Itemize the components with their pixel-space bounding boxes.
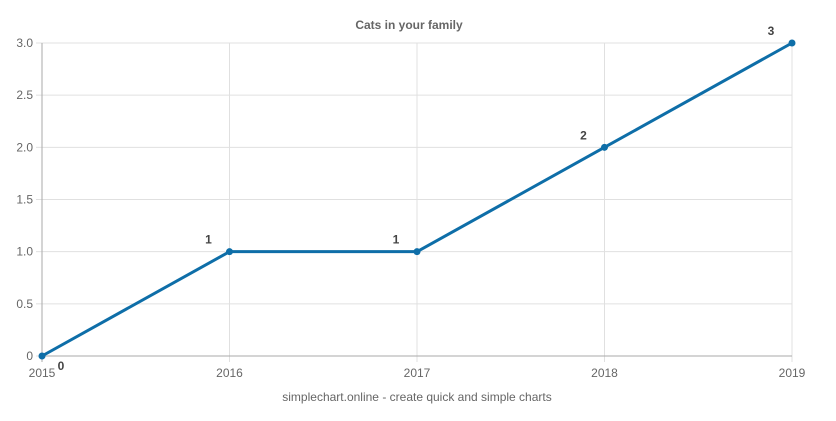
x-axis: 2015 2016 2017 2018 2019 xyxy=(29,355,806,380)
y-tick-label: 0.5 xyxy=(16,297,33,311)
x-tick-label: 2019 xyxy=(779,366,806,380)
data-label: 0 xyxy=(58,359,65,373)
data-label: 1 xyxy=(205,233,212,247)
data-label: 3 xyxy=(768,24,775,38)
data-point[interactable] xyxy=(788,39,796,47)
chart-title: Cats in your family xyxy=(355,18,463,32)
data-point[interactable] xyxy=(38,352,46,360)
footer-credit: simplechart.online - create quick and si… xyxy=(282,390,551,404)
y-tick-label: 2.0 xyxy=(16,140,33,154)
y-tick-label: 2.5 xyxy=(16,88,33,102)
y-axis: 3.0 2.5 2.0 1.5 1.0 0.5 0 xyxy=(16,36,33,363)
data-series: 0 1 1 2 3 xyxy=(38,24,796,373)
y-tick-label: 1.5 xyxy=(16,193,33,207)
grid xyxy=(36,42,793,362)
x-tick-label: 2017 xyxy=(404,366,431,380)
data-label: 2 xyxy=(580,128,587,142)
data-point[interactable] xyxy=(601,143,608,151)
x-tick-label: 2018 xyxy=(591,366,618,380)
y-tick-label: 0 xyxy=(26,349,33,363)
x-tick-label: 2015 xyxy=(29,366,56,380)
data-point[interactable] xyxy=(226,248,233,256)
data-point[interactable] xyxy=(413,248,421,256)
y-tick-label: 1.0 xyxy=(16,245,33,259)
y-tick-label: 3.0 xyxy=(16,36,33,50)
data-label: 1 xyxy=(393,233,400,247)
x-tick-label: 2016 xyxy=(216,366,243,380)
